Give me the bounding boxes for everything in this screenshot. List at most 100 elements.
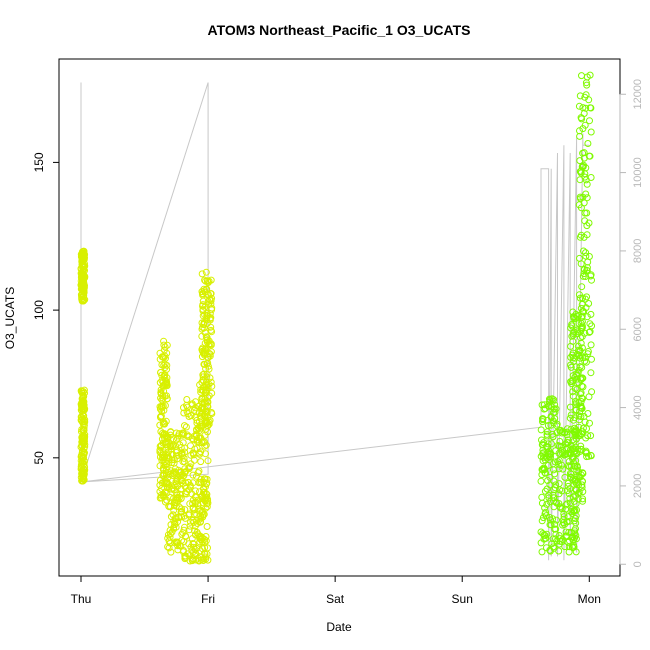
data-point [546,516,554,524]
data-point [158,407,166,415]
data-point [548,395,556,403]
data-point [577,352,585,359]
data-point [157,390,165,398]
y-tick-label: 50 [32,451,46,465]
data-point [574,369,582,377]
data-point [553,422,561,430]
data-point [579,104,587,112]
data-point [202,333,210,341]
data-point [206,296,214,304]
data-point [541,465,549,473]
data-point [79,265,87,273]
data-point [167,513,175,521]
data-points-group [77,71,596,565]
data-point [576,363,584,371]
altitude-line [80,82,590,561]
data-point [200,360,208,368]
data-point [161,498,169,506]
data-point [567,353,575,361]
y2-tick-label: 4000 [632,395,644,419]
data-point [569,308,577,316]
data-point [570,459,578,467]
data-point [198,395,206,403]
data-point [585,253,593,260]
data-point [543,530,551,538]
data-point [564,479,572,487]
data-point [78,280,86,288]
data-point [199,305,207,313]
data-point [80,399,87,407]
data-point [559,465,567,473]
data-point [197,506,205,514]
data-point [570,313,577,321]
data-point [584,348,592,355]
data-point [570,541,578,549]
data-point [80,386,88,394]
data-point [584,140,592,147]
data-point [172,429,180,437]
plot-area [58,58,621,577]
data-point [582,249,590,257]
data-point [80,450,88,458]
data-point [190,547,198,555]
data-point [80,465,88,473]
data-point [157,369,165,376]
data-point [197,475,205,483]
data-point [182,423,190,431]
data-point [540,401,548,409]
data-point [80,256,88,264]
data-point [203,422,211,430]
data-point [549,535,557,543]
data-point [168,451,176,458]
data-point [579,374,587,382]
data-point [583,425,590,433]
data-point [160,419,168,427]
data-point [577,430,585,438]
data-point [195,449,203,457]
data-point [203,523,211,530]
data-point [560,513,568,521]
data-point [562,528,570,536]
data-point [195,434,203,442]
data-point [537,539,545,547]
data-point [160,454,168,461]
data-point [583,180,591,188]
data-point [78,295,86,303]
data-point [576,92,584,100]
data-point [582,304,590,312]
data-point [185,464,193,472]
data-point [183,396,191,403]
data-point [204,457,212,465]
data-point [581,93,589,101]
data-point [157,414,165,421]
data-point [187,442,194,450]
data-point [581,353,589,361]
y-axis: 50 100 150 [32,152,60,465]
data-point [547,521,555,529]
data-point [195,557,203,565]
data-point [159,449,167,457]
data-point [538,401,546,409]
data-point [575,412,583,420]
data-point [164,479,171,487]
data-point [569,376,577,384]
data-point [561,543,569,551]
data-point [178,505,185,513]
data-point [170,470,178,478]
data-point [581,357,589,365]
data-point [586,71,594,79]
data-point [159,378,167,386]
data-point [586,328,594,336]
data-point [562,501,570,509]
data-point [198,270,206,278]
data-point [576,347,584,355]
data-point [199,557,207,564]
data-point [577,327,585,335]
data-point [205,418,213,426]
data-point [180,404,187,412]
data-point [158,353,166,361]
data-point [165,544,173,552]
data-point [160,361,168,369]
data-point [78,395,86,403]
data-point [585,328,593,336]
